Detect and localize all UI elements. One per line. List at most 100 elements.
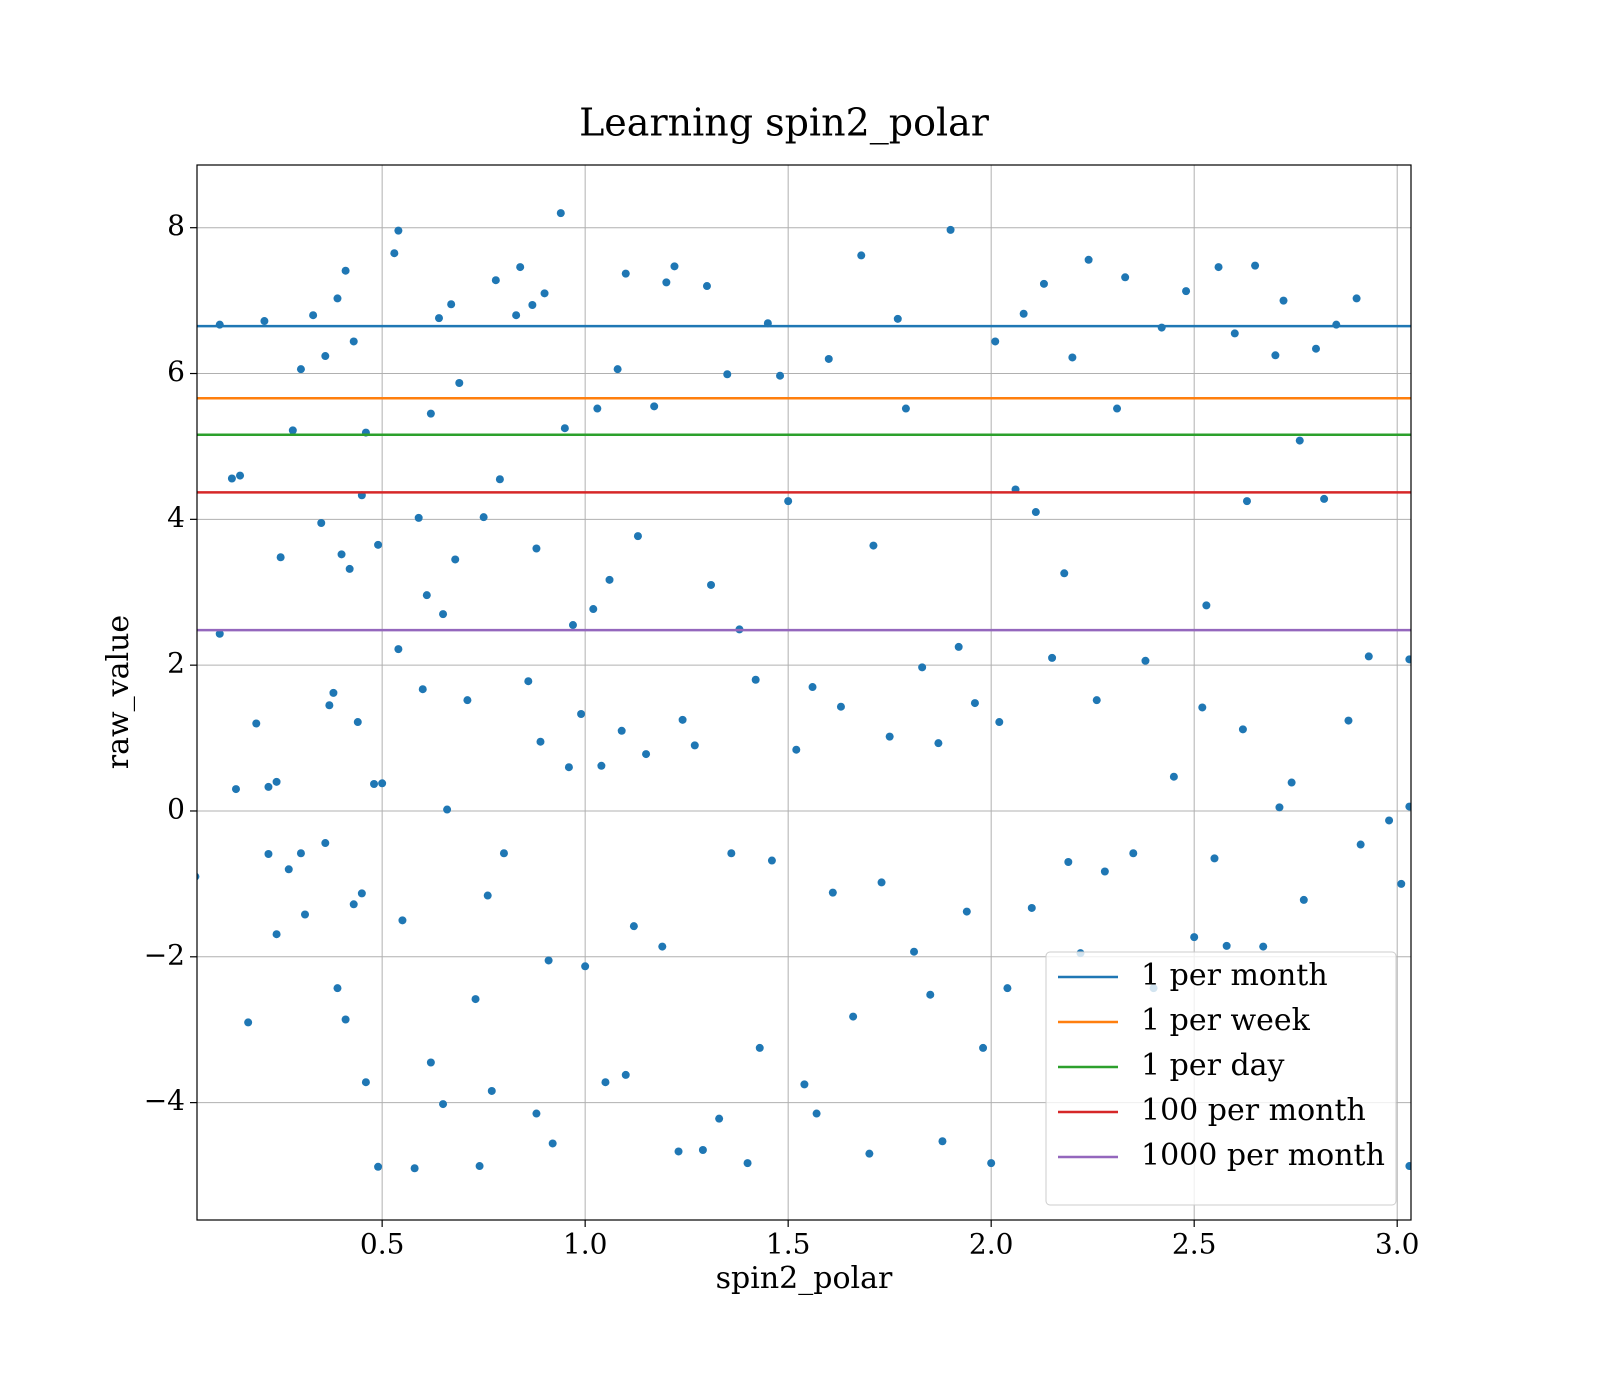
scatter-point — [617, 726, 626, 735]
scatter-point — [528, 300, 537, 309]
scatter-point — [426, 409, 435, 418]
y-tick-label: 4 — [167, 501, 185, 534]
scatter-point — [276, 553, 285, 562]
scatter-point — [970, 699, 979, 708]
scatter-point — [236, 471, 245, 480]
scatter-point — [812, 1109, 821, 1118]
scatter-point — [1397, 879, 1406, 888]
scatter-point — [690, 741, 699, 750]
scatter-point — [869, 541, 878, 550]
scatter-point — [849, 1012, 858, 1021]
scatter-point — [564, 763, 573, 772]
scatter-point — [678, 715, 687, 724]
scatter-point — [1275, 803, 1284, 812]
scatter-point — [1295, 436, 1304, 445]
scatter-point — [422, 591, 431, 600]
scatter-point — [398, 916, 407, 925]
scatter-point — [784, 497, 793, 506]
scatter-point — [650, 402, 659, 411]
scatter-point — [410, 1164, 419, 1173]
scatter-point — [946, 225, 955, 234]
scatter-point — [910, 947, 919, 956]
scatter-point — [1299, 895, 1308, 904]
scatter-point — [593, 404, 602, 413]
scatter-point — [532, 544, 541, 553]
scatter-point — [715, 1114, 724, 1123]
scatter-point — [374, 540, 383, 549]
scatter-point — [938, 1137, 947, 1146]
scatter-point — [1100, 867, 1109, 876]
scatter-point — [1182, 287, 1191, 296]
scatter-point — [1121, 273, 1130, 282]
scatter-point — [390, 249, 399, 258]
scatter-point — [727, 849, 736, 858]
scatter-point — [333, 984, 342, 993]
scatter-point — [556, 209, 565, 218]
scatter-point — [317, 518, 326, 527]
legend-label: 1 per week — [1141, 1003, 1311, 1038]
scatter-point — [1405, 655, 1411, 664]
scatter-point — [581, 962, 590, 971]
scatter-point — [991, 337, 1000, 346]
scatter-point — [629, 922, 638, 931]
scatter-point — [808, 683, 817, 692]
scatter-point — [1039, 279, 1048, 288]
scatter-point — [1364, 652, 1373, 661]
scatter-point — [394, 226, 403, 235]
scatter-point — [743, 1159, 752, 1168]
scatter-point — [776, 371, 785, 380]
scatter-point — [828, 888, 837, 897]
scatter-point — [1048, 653, 1057, 662]
scatter-point — [751, 675, 760, 684]
scatter-point — [836, 702, 845, 711]
scatter-point — [1092, 696, 1101, 705]
scatter-point — [707, 580, 716, 589]
scatter-point — [589, 605, 598, 614]
x-tick-label: 3.0 — [1375, 1228, 1420, 1261]
scatter-point — [471, 995, 480, 1004]
y-tick-label: 2 — [167, 647, 185, 680]
scatter-point — [1060, 569, 1069, 578]
scatter-point — [252, 719, 261, 728]
scatter-point — [962, 907, 971, 916]
x-tick-label: 1.5 — [766, 1228, 811, 1261]
scatter-point — [512, 311, 521, 320]
plot-area — [197, 209, 1411, 1173]
scatter-point — [1141, 656, 1150, 665]
scatter-point — [215, 320, 224, 329]
x-axis-label: spin2_polar — [716, 1261, 893, 1296]
scatter-point — [1352, 294, 1361, 303]
legend-label: 100 per month — [1141, 1093, 1366, 1128]
scatter-point — [524, 677, 533, 686]
scatter-point — [934, 739, 943, 748]
scatter-point — [475, 1162, 484, 1171]
scatter-point — [633, 532, 642, 541]
scatter-point — [979, 1043, 988, 1052]
scatter-point — [463, 696, 472, 705]
scatter-point — [893, 314, 902, 323]
scatter-point — [1157, 323, 1166, 332]
scatter-point — [577, 710, 586, 719]
scatter-point — [426, 1058, 435, 1067]
scatter-point — [1287, 778, 1296, 787]
scatter-point — [642, 750, 651, 759]
scatter-point — [1320, 494, 1329, 503]
scatter-point — [1356, 840, 1365, 849]
scatter-point — [658, 942, 667, 951]
scatter-point — [341, 266, 350, 275]
scatter-point — [901, 404, 910, 413]
scatter-point — [301, 910, 310, 919]
scatter-point — [479, 513, 488, 522]
scatter-point — [1113, 404, 1122, 413]
legend-label: 1 per day — [1141, 1048, 1285, 1083]
scatter-point — [1405, 802, 1411, 811]
scatter-point — [491, 276, 500, 285]
scatter-point — [333, 294, 342, 303]
axes-frame — [196, 164, 1412, 1221]
scatter-point — [516, 263, 525, 272]
scatter-point — [723, 370, 732, 379]
scatter-point — [601, 1078, 610, 1087]
scatter-point — [361, 1078, 370, 1087]
x-tick-label: 2.0 — [969, 1228, 1014, 1261]
x-tick-label: 0.5 — [360, 1228, 405, 1261]
